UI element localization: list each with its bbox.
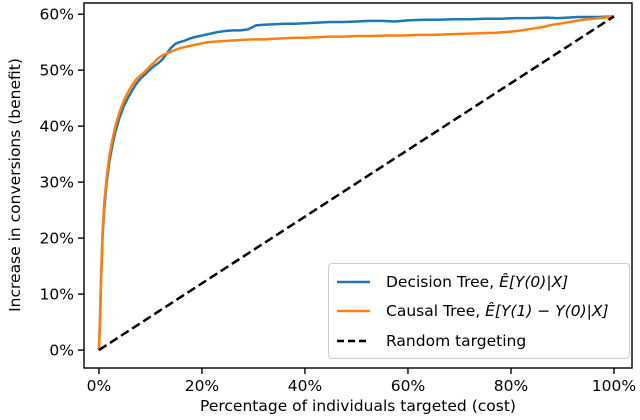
x-tick-label: 20% bbox=[185, 377, 219, 395]
legend-label: Causal Tree, Ê[Y(1) − Y(0)|X] bbox=[386, 302, 609, 320]
series-line-causal-tree bbox=[97, 15, 615, 351]
legend-label: Random targeting bbox=[386, 332, 526, 350]
legend-text: Causal Tree, bbox=[386, 302, 486, 320]
x-axis-label: Percentage of individuals targeted (cost… bbox=[200, 397, 516, 415]
legend-text: Random targeting bbox=[386, 331, 527, 350]
legend-text: Decision Tree, bbox=[386, 272, 500, 291]
legend-item-decision-tree: Decision Tree, Ê[Y(0)|X] bbox=[336, 268, 625, 296]
legend-math-text: Ê[Y(1) − Y(0)|X] bbox=[485, 302, 609, 320]
causal-tree-line-icon bbox=[337, 309, 370, 313]
plot-spines bbox=[83, 2, 633, 369]
y-tick-label: 60% bbox=[40, 6, 74, 24]
series-line-random-targeting bbox=[98, 15, 615, 352]
legend: Decision Tree, Ê[Y(0)|X] Causal Tree, Ê[… bbox=[328, 263, 630, 359]
y-tick-label: 10% bbox=[40, 286, 74, 304]
decision-tree-line-icon bbox=[337, 280, 370, 283]
series-line-decision-tree bbox=[97, 15, 615, 351]
x-tick-label: 80% bbox=[494, 377, 528, 395]
axis-ticks: 0% 20% 40% 60% 80% 100% 0% 10% 20% 30% 40% 50% 60% bbox=[40, 6, 637, 395]
x-tick-label: 100% bbox=[592, 377, 636, 395]
legend-item-random-targeting: Random targeting bbox=[336, 327, 625, 355]
legend-label: Decision Tree, Ê[Y(0)|X] bbox=[386, 273, 568, 291]
y-tick-label: 30% bbox=[40, 174, 74, 192]
y-tick-label: 20% bbox=[40, 230, 74, 248]
legend-math-text: Ê[Y(0)|X] bbox=[499, 272, 569, 291]
random-targeting-dashed-line-icon bbox=[337, 339, 370, 342]
legend-item-causal-tree: Causal Tree, Ê[Y(1) − Y(0)|X] bbox=[336, 297, 625, 325]
x-tick-label: 0% bbox=[87, 377, 112, 395]
x-tick-label: 60% bbox=[391, 377, 425, 395]
y-tick-label: 40% bbox=[40, 118, 74, 136]
y-axis-label: Increase in conversions (benefit) bbox=[6, 58, 24, 312]
y-tick-label: 50% bbox=[40, 62, 74, 80]
series-lines bbox=[97, 15, 615, 352]
x-tick-label: 40% bbox=[288, 377, 322, 395]
y-tick-label: 0% bbox=[49, 342, 74, 360]
